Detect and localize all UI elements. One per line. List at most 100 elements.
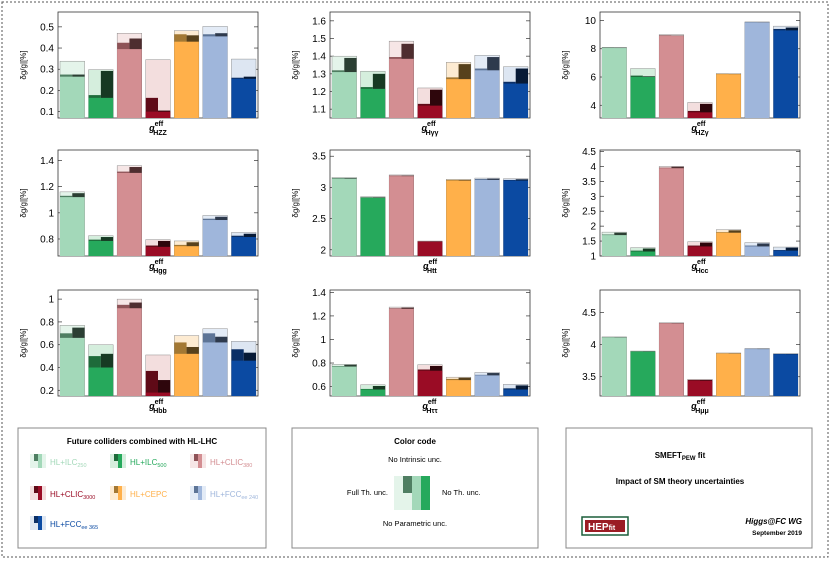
y-tick-label: 0.2 [40,386,54,397]
bar-clic380 [116,298,142,397]
legend-frame [17,427,267,549]
swatch-dark-left [403,476,412,493]
y-tick-label: 1 [48,295,54,306]
bar-no-th-unc [332,72,357,118]
hepfit-logo-fill [585,520,625,532]
y-axis-label: δg/g|[%] [291,50,300,79]
bar-fcc365 [503,178,529,257]
bar-cepc [446,376,472,397]
bar-clic3000 [145,59,171,119]
y-axis-label: δg/g|[%] [561,188,570,217]
bar-ilc250 [59,191,85,257]
chart-panel: 2 2.5 3 3.5 δg/g|[%] geff Htt [291,149,531,275]
bar-cepc [174,335,200,397]
bar-no-th-unc [602,235,627,256]
info-date: September 2019 [752,530,802,537]
bar-fcc240 [744,348,770,397]
legend-swatch-part [38,516,42,530]
y-tick-label: 0.6 [312,382,326,393]
bar-ilc500 [630,350,656,397]
bar-clic380 [658,34,684,119]
bar-no-th-unc [744,22,770,119]
legend-item-clic3000: HL+CLIC3000 [30,486,95,501]
color-code-left-label: Full Th. unc. [347,488,388,497]
bar-no-th-unc [446,180,471,256]
y-tick-label: 1.5 [582,237,596,248]
hepfit-logo: HEPfit [581,516,629,536]
bar-ilc500 [360,70,386,119]
bar-clic3000 [145,354,171,397]
bar-no-th-unc [60,337,85,396]
bar-no-th-unc [474,70,500,118]
legend-item-ilc250: HL+ILC250 [30,454,87,469]
legend-items: HL+ILC250 HL+ILC500 HL+CLIC380 HL+CLIC3000 H… [30,454,258,531]
y-tick-label: 1 [48,208,54,219]
bar-ilc500 [88,235,114,257]
bar-no-th-unc [88,240,114,256]
y-axis-label: δg/g|[%] [19,328,28,357]
bar-no-th-unc [773,250,798,256]
bar-no-th-unc [630,251,656,256]
legend-swatch-part [118,454,122,468]
bar-ilc250 [601,47,627,119]
y-tick-label: 0.4 [40,44,54,55]
bar-no-th-unc [687,246,713,256]
bar-no-th-unc [474,375,500,396]
x-axis-label: geff Hgg [148,259,167,275]
bar-fcc365 [231,341,257,397]
y-tick-label: 8 [590,44,596,55]
legend-label: HL+CLIC380 [210,458,252,469]
legend-box: Future colliders combined with HL-LHC HL… [17,427,267,549]
y-tick-label: 4 [590,101,596,112]
bar-no-th-unc [659,168,684,256]
bar-no-th-unc [202,220,228,256]
bar-no-th-unc [446,79,471,118]
swatch-mid [412,476,421,510]
bar-fcc240 [202,328,228,397]
bar-no-th-unc [117,49,142,118]
y-tick-label: 4 [590,162,596,173]
legend-swatch-part [38,454,42,468]
legend-item-fcc240: HL+FCCee 240 [190,486,258,501]
y-tick-label: 1.1 [312,105,326,116]
bar-no-th-unc [417,370,443,396]
x-axis-label: geff Hγγ [421,121,439,137]
bar-no-th-unc [117,308,142,396]
y-axis-label: δg/g|[%] [291,328,300,357]
bar-ilc500 [630,247,656,257]
bar-ilc500 [360,384,386,397]
bar-ilc250 [59,325,85,397]
y-tick-label: 3 [590,192,596,203]
bar-no-th-unc [773,30,798,118]
bar-fcc240 [474,372,500,397]
color-code-top-label: No Intrinsic unc. [388,455,442,464]
bar-no-th-unc [474,179,500,256]
y-tick-label: 1 [320,335,326,346]
bar-no-th-unc [630,77,656,118]
y-axis-label: δg/g|[%] [561,50,570,79]
bar-no-th-unc [60,76,85,118]
bar-no-th-unc [389,176,414,256]
legend-title: Future colliders combined with HL-LHC [67,437,217,446]
bar-no-th-unc [503,389,528,396]
legend-swatch-part [194,454,198,461]
plot-area [599,149,801,257]
plot-area [329,149,531,257]
bar-clic380 [388,306,414,397]
bar-no-th-unc [687,112,713,118]
legend-label: HL+CEPC [130,490,167,499]
y-axis-label: δg/g|[%] [19,188,28,217]
bar-no-th-unc [88,97,114,118]
bar-no-th-unc [174,41,199,118]
y-tick-label: 0.8 [40,317,54,328]
bar-no-th-unc [659,36,684,118]
y-tick-label: 2 [320,245,326,256]
bar-cepc [174,30,200,119]
bar-no-th-unc [503,83,528,118]
y-tick-label: 4.5 [582,147,596,158]
bar-no-th-unc [659,323,684,396]
bar-no-th-unc [360,88,386,118]
swatch-green [421,476,430,510]
bar-fcc240 [474,177,500,257]
